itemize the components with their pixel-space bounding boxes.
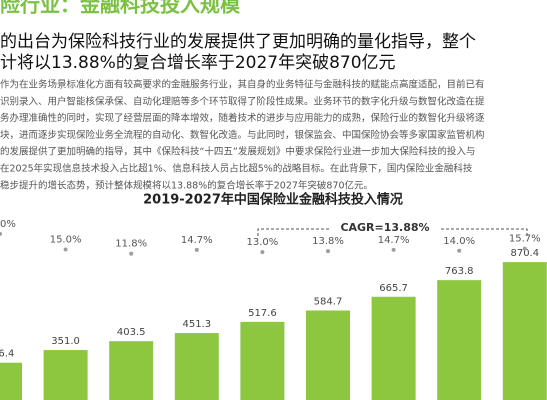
growth-label: 15.7% xyxy=(509,234,541,245)
chart-title: 2019-2027年中国保险业金融科技投入情况 xyxy=(143,192,403,208)
growth-label: 15.0% xyxy=(50,235,82,246)
growth-point xyxy=(0,231,2,236)
growth-label: 27.0% xyxy=(0,219,16,230)
paragraph-line: 稳步提升的增长态势，预计整体规模将以13.88%的复合增长率于2027年突破87… xyxy=(0,179,373,191)
growth-label: 14.7% xyxy=(378,235,410,246)
paragraph-line: 在2025年实现信息技术投入占比超1%、信息科技人员占比超5%的战略目标。在此背… xyxy=(0,163,473,175)
bar xyxy=(371,296,416,400)
growth-label: 14.0% xyxy=(443,236,475,247)
cagr-label: CAGR=13.88% xyxy=(340,221,429,234)
bar xyxy=(502,262,547,400)
paragraph-line: 的发展提供了更加明确的指导，其中《保险科技“十四五”发展规划》中要求保险行业进一… xyxy=(0,146,475,158)
growth-label: 13.0% xyxy=(247,237,279,248)
section-title: 险行业：金融科技投入规模 xyxy=(0,0,241,17)
paragraph-line: 务办理准确性的同时，实现了经营层面的降本增效，随着技术的进步与应用能力的成熟，保… xyxy=(0,112,485,124)
growth-point xyxy=(63,247,68,252)
bar-label: 403.5 xyxy=(117,327,146,338)
growth-point xyxy=(457,248,462,253)
growth-point xyxy=(391,247,396,252)
bar-label: 517.6 xyxy=(248,308,277,319)
growth-point xyxy=(522,246,527,251)
bar-label: 584.7 xyxy=(314,296,343,307)
bar-label: 276.4 xyxy=(0,349,14,360)
growth-point xyxy=(326,249,330,254)
growth-label: 14.7% xyxy=(181,235,213,246)
bar xyxy=(306,310,350,400)
headline: 的出台为保险科技行业的发展提供了更加明确的量化指导，整个 xyxy=(0,32,476,52)
paragraph-line: 识别录入、用户智能核保承保、自动化理赔等多个环节取得了阶段性成果。业务环节的数字… xyxy=(0,95,485,107)
growth-point xyxy=(194,247,199,252)
bar-label: 665.7 xyxy=(379,283,408,294)
growth-label: 13.8% xyxy=(312,236,344,247)
growth-label: 11.8% xyxy=(115,239,147,250)
bar xyxy=(0,362,22,400)
bar-label: 451.3 xyxy=(182,319,211,330)
bar xyxy=(240,321,285,400)
bar xyxy=(109,341,154,400)
growth-point xyxy=(129,251,134,256)
headline: 计将以13.88%的复合增长率于2027年突破870亿元 xyxy=(0,53,396,73)
growth-point xyxy=(260,250,265,255)
bar-label: 763.8 xyxy=(445,266,474,277)
bar xyxy=(174,333,219,400)
paragraph-line: 块，进而逐步实现保险业务全流程的自动化、数智化改造。与此同时，银保监会、中国保险… xyxy=(0,129,485,141)
bar xyxy=(437,280,482,400)
bar-label: 870.4 xyxy=(510,248,539,259)
cagr-bg xyxy=(330,220,440,236)
paragraph-line: 作为在业务场景标准化方面有较高要求的金融服务行业，其自身的业务特征与金融科技的赋… xyxy=(0,79,485,91)
bar-label: 351.0 xyxy=(51,336,80,347)
bar xyxy=(43,350,88,400)
